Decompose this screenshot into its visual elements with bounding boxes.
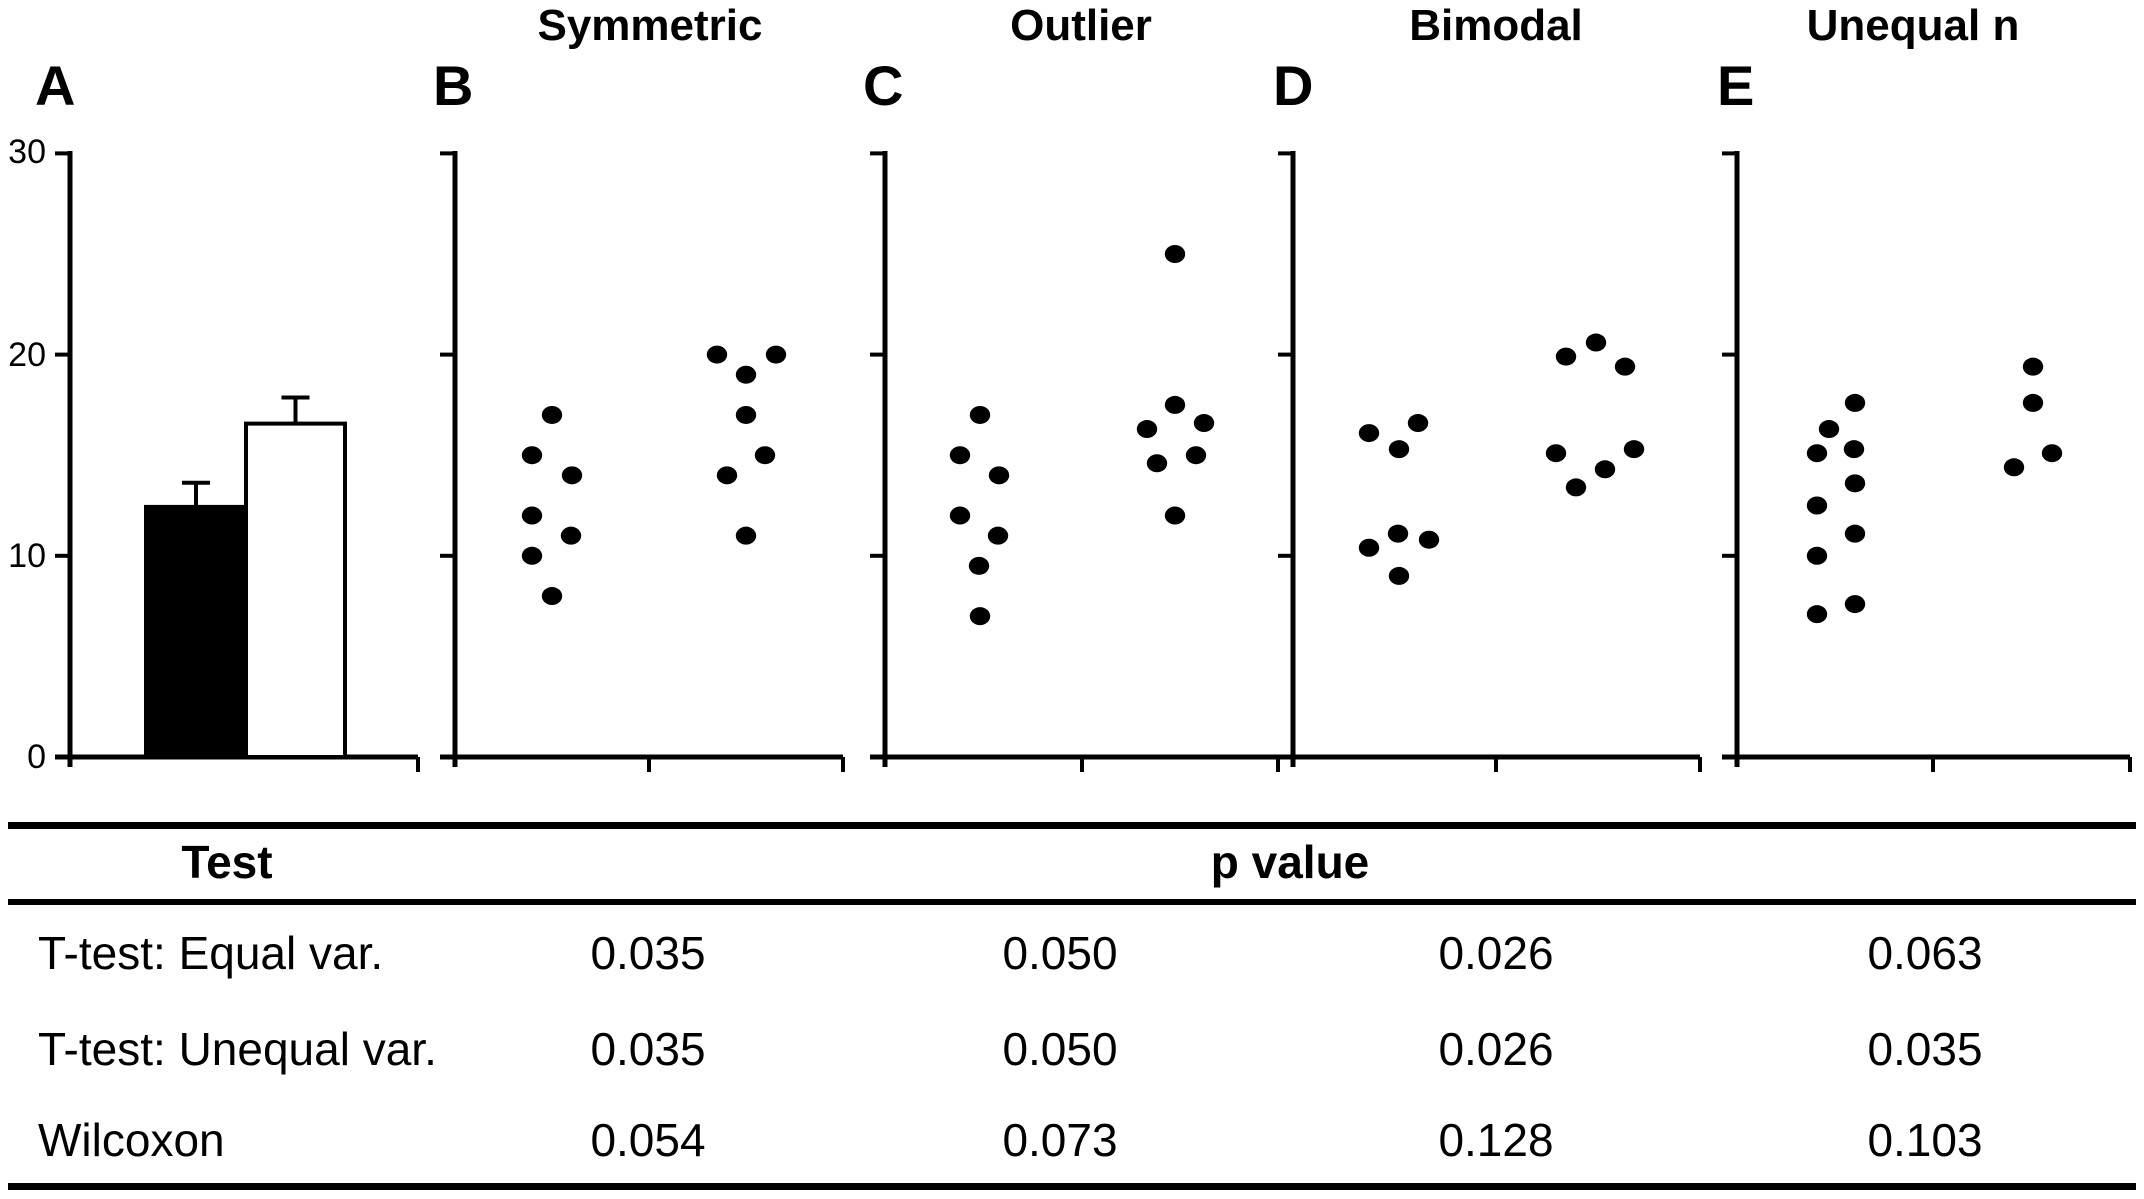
p-value-cell: 0.073	[1002, 1114, 1118, 1166]
data-point	[1806, 496, 1828, 515]
data-point	[2022, 393, 2044, 412]
data-point	[1388, 440, 1410, 459]
data-point	[1806, 444, 1828, 463]
data-point	[716, 466, 738, 485]
data-point	[987, 526, 1009, 545]
panel-title-symmetric: Symmetric	[537, 1, 763, 50]
data-point	[1614, 357, 1636, 376]
y-tick-label-20: 20	[8, 336, 46, 374]
data-point	[949, 446, 971, 465]
data-point	[1818, 420, 1840, 439]
data-point	[1164, 245, 1186, 263]
data-point	[1185, 446, 1207, 465]
data-point	[1806, 605, 1828, 624]
data-point	[521, 506, 543, 525]
data-point	[1418, 530, 1440, 549]
data-point	[541, 405, 563, 424]
table-bottom-rule	[8, 1183, 2136, 1190]
panel-letter-c: C	[863, 54, 904, 117]
p-value-cell: 0.035	[1867, 1023, 1983, 1075]
p-value-cell: 0.103	[1867, 1114, 1983, 1166]
data-point	[1843, 440, 1865, 459]
data-point	[2003, 458, 2025, 477]
data-point	[1844, 595, 1866, 614]
data-point	[1146, 454, 1168, 473]
data-point	[1565, 478, 1587, 497]
data-point	[561, 466, 583, 485]
bar-group1	[144, 504, 248, 759]
data-point	[2041, 444, 2063, 463]
data-point	[521, 546, 543, 565]
table-top-rule	[8, 822, 2136, 829]
table-row-label-ttest-unequal: T-test: Unequal var.	[38, 1023, 437, 1075]
data-point	[765, 345, 787, 364]
data-point	[1136, 420, 1158, 439]
panel-title-bimodal: Bimodal	[1409, 1, 1583, 50]
y-tick-label-10: 10	[8, 537, 46, 575]
table-row-label-ttest-equal: T-test: Equal var.	[38, 927, 384, 979]
y-tick-label-30: 30	[8, 133, 46, 171]
data-point	[1844, 524, 1866, 543]
data-point	[988, 466, 1010, 485]
data-point	[1193, 414, 1215, 433]
bar-group2	[244, 421, 347, 759]
p-value-cell: 0.035	[590, 927, 706, 979]
data-point	[521, 446, 543, 465]
panel-letter-b: B	[433, 54, 474, 117]
data-point	[1545, 444, 1567, 463]
data-point	[1594, 460, 1616, 479]
table-header-test: Test	[181, 836, 273, 888]
data-point	[560, 526, 582, 545]
data-point	[969, 405, 991, 424]
panel-title-outlier: Outlier	[1010, 1, 1152, 50]
data-point	[1407, 414, 1429, 433]
data-point	[754, 446, 776, 465]
data-point	[1164, 395, 1186, 414]
table-header-rule	[8, 899, 2136, 905]
p-value-cell: 0.026	[1438, 927, 1554, 979]
data-point	[1623, 440, 1645, 459]
data-point	[1806, 546, 1828, 565]
panel-letter-a: A	[35, 54, 76, 117]
data-point	[1358, 538, 1380, 557]
data-point	[1388, 566, 1410, 585]
panel-letter-d: D	[1273, 54, 1314, 117]
y-tick-label-0: 0	[27, 738, 46, 776]
data-point	[1844, 393, 1866, 412]
data-point	[706, 345, 728, 364]
data-point	[1164, 506, 1186, 525]
data-point	[968, 556, 990, 575]
data-point	[969, 607, 991, 626]
data-point	[735, 365, 757, 384]
table-header-p-value: p value	[1210, 836, 1370, 888]
data-point	[1844, 474, 1866, 493]
data-point	[1585, 333, 1607, 352]
p-value-cell: 0.128	[1438, 1114, 1554, 1166]
p-value-cell: 0.050	[1002, 1023, 1118, 1075]
data-point	[1358, 424, 1380, 443]
data-point	[541, 587, 563, 606]
p-value-cell: 0.035	[590, 1023, 706, 1075]
data-point	[2022, 357, 2044, 376]
data-point	[1387, 524, 1409, 543]
p-value-cell: 0.063	[1867, 927, 1983, 979]
table-row-label-wilcoxon: Wilcoxon	[38, 1114, 225, 1166]
p-value-cell: 0.054	[590, 1114, 706, 1166]
panel-title-unequal-n: Unequal n	[1806, 1, 2020, 50]
data-point	[735, 405, 757, 424]
p-value-cell: 0.026	[1438, 1023, 1554, 1075]
p-value-cell: 0.050	[1002, 927, 1118, 979]
data-point	[949, 506, 971, 525]
panel-letter-e: E	[1717, 54, 1755, 117]
data-point	[735, 526, 757, 545]
data-point	[1555, 347, 1577, 366]
